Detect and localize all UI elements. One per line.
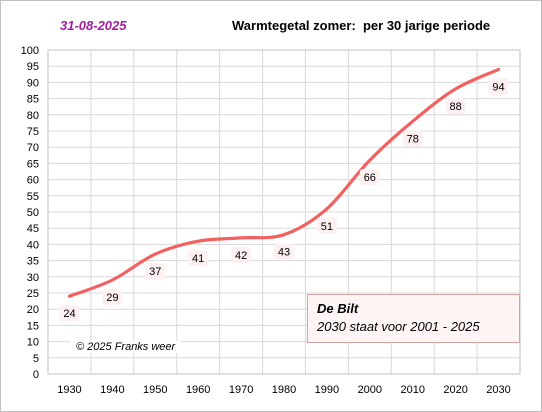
data-label: 29 — [106, 292, 118, 304]
data-label: 66 — [364, 172, 376, 184]
x-tick-label: 1990 — [315, 384, 339, 396]
x-tick-label: 1980 — [272, 384, 296, 396]
data-label-bg — [102, 289, 123, 306]
data-label-bg — [316, 217, 337, 234]
data-label-bg — [145, 263, 166, 280]
chart-title: Warmtegetal zomer: per 30 jarige periode — [232, 18, 491, 33]
plot-area-border — [47, 49, 521, 375]
y-tick-label: 20 — [27, 304, 39, 316]
copyright-note: © 2025 Franks weer — [70, 341, 182, 353]
data-label: 94 — [492, 81, 504, 93]
y-tick-label: 5 — [33, 353, 39, 365]
x-tick-label: 2020 — [443, 384, 467, 396]
y-tick-label: 15 — [27, 320, 39, 332]
data-label-bg — [445, 97, 466, 114]
data-label: 24 — [63, 308, 75, 320]
data-label: 51 — [321, 221, 333, 233]
y-tick-label: 80 — [27, 110, 39, 122]
x-tick-label: 2030 — [486, 384, 510, 396]
y-tick-label: 40 — [27, 239, 39, 251]
y-tick-label: 30 — [27, 272, 39, 284]
data-label: 43 — [278, 247, 290, 259]
data-label-bg — [231, 246, 252, 263]
data-label: 37 — [149, 266, 161, 278]
data-label-bg — [402, 130, 423, 147]
y-tick-label: 70 — [27, 142, 39, 154]
y-tick-label: 65 — [27, 158, 39, 170]
data-label-bg — [488, 78, 509, 95]
series-line — [67, 67, 501, 298]
chart-date: 31-08-2025 — [60, 18, 127, 33]
period-note: 2030 staat voor 2001 - 2025 — [317, 319, 480, 334]
y-tick-label: 75 — [27, 126, 39, 138]
x-tick-label: 1940 — [100, 384, 124, 396]
data-label: 78 — [407, 133, 419, 145]
y-tick-label: 25 — [27, 288, 39, 300]
data-label: 42 — [235, 250, 247, 262]
data-label: 88 — [450, 101, 462, 113]
y-tick-label: 45 — [27, 223, 39, 235]
data-label: 41 — [192, 253, 204, 265]
x-tick-label: 1960 — [186, 384, 210, 396]
data-label-bg — [188, 250, 209, 267]
y-tick-label: 50 — [27, 207, 39, 219]
y-tick-label: 100 — [21, 45, 39, 57]
x-tick-label: 1950 — [143, 384, 167, 396]
x-tick-label: 1970 — [229, 384, 253, 396]
station-name: De Bilt — [317, 301, 359, 316]
y-tick-label: 60 — [27, 175, 39, 187]
data-label-bg — [59, 305, 80, 322]
data-label-bg — [274, 243, 294, 260]
y-tick-label: 35 — [27, 256, 39, 268]
x-tick-label: 1930 — [57, 384, 81, 396]
y-tick-label: 90 — [27, 77, 39, 89]
x-tick-label: 2010 — [400, 384, 424, 396]
x-tick-label: 2000 — [358, 384, 382, 396]
y-tick-label: 95 — [27, 61, 39, 73]
y-tick-label: 85 — [27, 94, 39, 106]
y-tick-label: 10 — [27, 337, 39, 349]
y-tick-label: 55 — [27, 191, 39, 203]
station-info-box: De Bilt 2030 staat voor 2001 - 2025 — [307, 294, 520, 343]
data-label-bg — [359, 169, 380, 186]
y-tick-label: 0 — [33, 369, 39, 381]
